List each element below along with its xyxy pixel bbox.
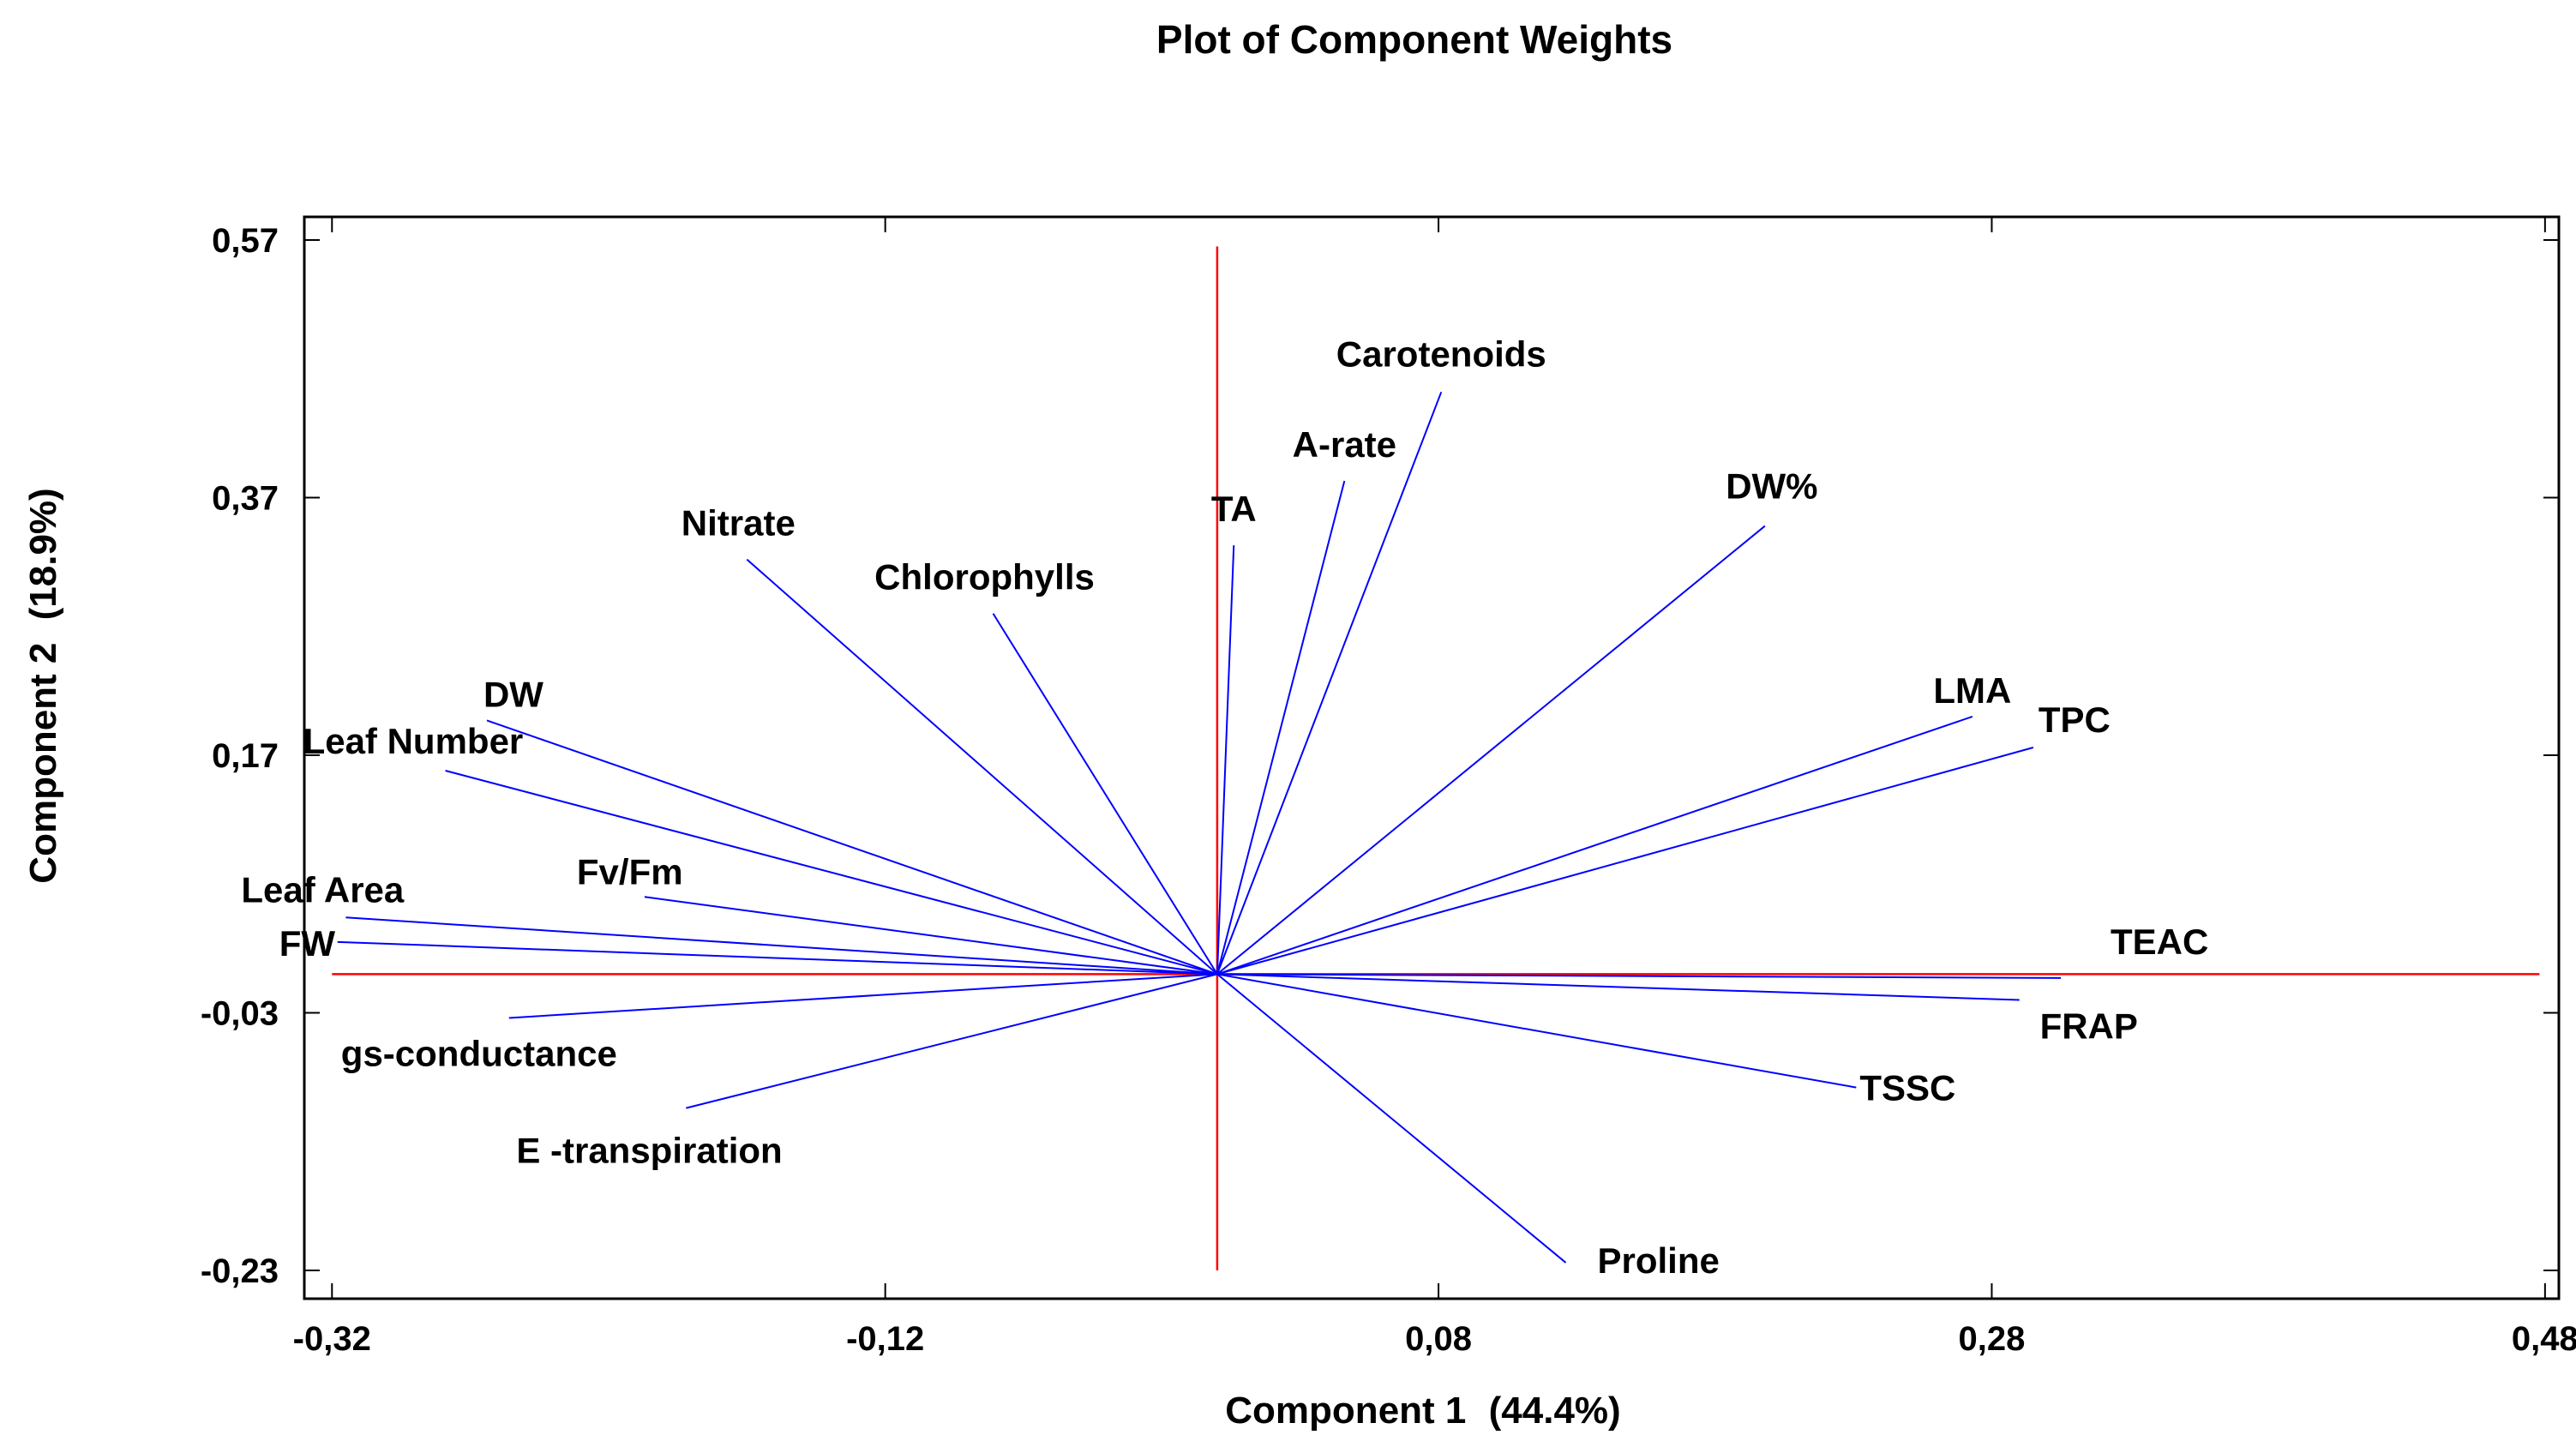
y-tick-label: 0,37 xyxy=(212,480,279,518)
vector-fv-fm xyxy=(644,896,1218,976)
label-e-transpiration: E -transpiration xyxy=(516,1131,782,1171)
vector-nitrate xyxy=(746,558,1218,976)
label-chlorophylls: Chlorophylls xyxy=(874,557,1095,597)
label-tssc: TSSC xyxy=(1859,1068,1955,1108)
label-dw: DW xyxy=(483,674,543,714)
label-fw: FW xyxy=(279,923,336,964)
vector-lma xyxy=(1216,715,1973,976)
y-tick-label: 0,57 xyxy=(212,222,279,260)
loading-vectors xyxy=(337,391,2062,1264)
label-leaf-area: Leaf Area xyxy=(241,869,405,910)
label-teac: TEAC xyxy=(2111,922,2208,962)
label-fv-fm: Fv/Fm xyxy=(577,851,683,892)
axis-ticks: -0,32 -0,12 0,08 0,28 0,48 0,57 0,37 0,17 -0,03 -… xyxy=(201,217,2576,1358)
label-carotenoids: Carotenoids xyxy=(1336,333,1546,374)
label-lma: LMA xyxy=(1933,670,2011,711)
vector-gs-conductance xyxy=(508,973,1217,1019)
vector-dw xyxy=(1216,525,1766,976)
label-dw: DW% xyxy=(1726,466,1817,507)
x-tick-label: 0,08 xyxy=(1405,1320,1472,1358)
label-frap: FRAP xyxy=(2040,1006,2138,1046)
y-axis-variance: (18.9%) xyxy=(22,488,64,620)
x-axis-variance: (44.4%) xyxy=(1489,1390,1621,1432)
label-tpc: TPC xyxy=(2039,699,2111,740)
plot-frame xyxy=(303,215,2561,1300)
label-leaf-number: Leaf Number xyxy=(303,721,524,761)
vector-carotenoids xyxy=(1216,391,1443,975)
variable-labels: Carotenoids A-rate TA DW% Nitrate Chlorophyll… xyxy=(241,333,2208,1281)
vector-ta xyxy=(1216,545,1235,975)
label-gs-conductance: gs-conductance xyxy=(341,1033,617,1073)
vector-fw xyxy=(337,940,1217,976)
vector-leaf-number xyxy=(445,770,1218,976)
label-proline: Proline xyxy=(1598,1240,1720,1281)
x-tick-label: -0,32 xyxy=(293,1320,371,1358)
vector-a-rate xyxy=(1216,480,1346,975)
label-nitrate: Nitrate xyxy=(682,503,796,543)
x-tick-label: -0,12 xyxy=(846,1320,924,1358)
vector-frap xyxy=(1216,973,2020,1001)
vector-proline xyxy=(1216,973,1567,1264)
vector-dw xyxy=(486,719,1218,976)
y-tick-label: 0,17 xyxy=(212,737,279,775)
y-tick-label: -0,03 xyxy=(201,994,279,1032)
reference-lines xyxy=(332,246,2540,1270)
x-axis-label: Component 1 (44.4%) xyxy=(1225,1390,1620,1432)
y-axis-label: Component 2 (18.9%) xyxy=(22,488,64,883)
chart-title: Plot of Component Weights xyxy=(1156,17,1672,62)
y-tick-label: -0,23 xyxy=(201,1252,279,1290)
vector-tssc xyxy=(1216,973,1857,1089)
label-ta: TA xyxy=(1211,489,1257,529)
vector-teac xyxy=(1216,973,2062,979)
vector-tpc xyxy=(1216,747,2034,976)
y-axis-title: Component 2 xyxy=(22,643,64,884)
x-tick-label: 0,28 xyxy=(1959,1320,2026,1358)
vector-e-transpiration xyxy=(686,973,1218,1109)
x-axis-title: Component 1 xyxy=(1225,1390,1466,1432)
x-tick-label: 0,48 xyxy=(2512,1320,2576,1358)
vector-chlorophylls xyxy=(992,613,1218,975)
vector-leaf-area xyxy=(345,916,1217,976)
label-a-rate: A-rate xyxy=(1293,424,1396,465)
